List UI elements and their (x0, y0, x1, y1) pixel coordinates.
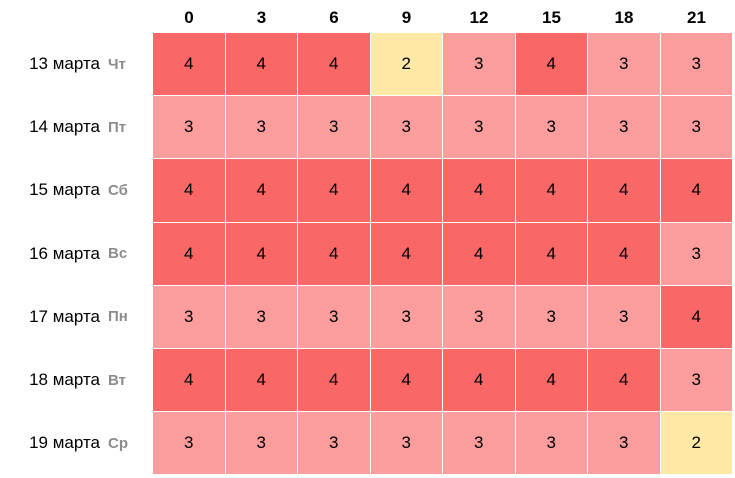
heatmap-cell: 4 (515, 349, 587, 412)
heatmap-cell: 4 (153, 159, 225, 222)
heatmap-cell: 4 (443, 349, 515, 412)
heatmap-cell: 3 (515, 285, 587, 348)
heatmap-cell: 4 (588, 222, 660, 285)
heatmap-cell: 3 (443, 33, 515, 96)
column-header-12: 12 (469, 8, 489, 27)
row-weekday: Пн (108, 308, 128, 326)
heatmap-cell: 4 (370, 159, 442, 222)
heatmap-cell: 4 (298, 33, 370, 96)
column-header-15: 15 (542, 8, 561, 27)
heatmap-cell: 4 (660, 159, 732, 222)
heatmap-cell: 3 (298, 96, 370, 159)
heatmap-cell: 3 (443, 412, 515, 475)
row-weekday: Пт (108, 118, 127, 136)
heatmap-cell: 3 (370, 412, 442, 475)
heatmap-cell: 3 (298, 412, 370, 475)
heatmap-cell: 3 (515, 96, 587, 159)
heatmap-cell: 4 (225, 159, 297, 222)
heatmap-cell: 3 (660, 33, 732, 96)
heatmap-cell: 3 (370, 96, 442, 159)
row-weekday: Вс (108, 245, 128, 263)
column-header-6: 6 (329, 8, 339, 27)
heatmap-cell: 3 (588, 285, 660, 348)
column-header-9: 9 (401, 8, 412, 27)
heatmap-cell: 3 (660, 222, 732, 285)
heatmap-cell: 3 (443, 96, 515, 159)
heatmap-cell: 4 (298, 349, 370, 412)
heatmap-cell: 4 (225, 222, 297, 285)
heatmap-cell: 3 (515, 412, 587, 475)
row-label: 18 марта Вт (0, 349, 150, 411)
row-label: 13 марта Чт (0, 33, 150, 95)
row-date: 14 марта (29, 117, 100, 137)
row-date: 18 марта (29, 370, 100, 389)
row-date: 16 марта (29, 243, 100, 263)
heatmap-cell: 4 (225, 349, 297, 412)
heatmap-cell: 4 (588, 159, 660, 222)
row-label: 19 марта Ср (0, 412, 150, 474)
heatmap-cell: 3 (225, 412, 297, 475)
row-weekday: Сб (108, 181, 128, 199)
heatmap-cell: 4 (515, 159, 587, 222)
heatmap-cell: 4 (153, 349, 225, 412)
heatmap-cell: 4 (515, 33, 587, 96)
row-label: 16 марта Вс (0, 223, 150, 285)
heatmap-cell: 3 (588, 412, 660, 475)
column-header-18: 18 (614, 8, 634, 27)
heatmap-cell: 4 (225, 33, 297, 96)
row-label: 14 марта Пт (0, 96, 150, 158)
heatmap-cell: 3 (153, 412, 225, 475)
heatmap-cell: 3 (298, 285, 370, 348)
row-date: 19 марта (29, 433, 100, 453)
heatmap-cell: 4 (153, 33, 225, 96)
row-label: 17 марта Пн (0, 286, 150, 348)
heatmap-cell: 4 (298, 222, 370, 285)
heatmap-cell: 3 (153, 285, 225, 348)
heatmap-cell: 3 (660, 349, 732, 412)
column-header-0: 0 (184, 8, 194, 27)
row-weekday: Вт (108, 371, 126, 389)
column-header-3: 3 (256, 8, 267, 27)
row-date: 17 марта (29, 306, 100, 326)
heatmap-cell: 4 (298, 159, 370, 222)
heatmap-cell: 3 (443, 285, 515, 348)
heatmap-cell: 2 (660, 412, 732, 475)
heatmap-cell: 3 (225, 285, 297, 348)
heatmap-cell: 4 (370, 349, 442, 412)
row-weekday: Ср (108, 434, 128, 452)
heatmap-cell: 4 (588, 349, 660, 412)
heatmap-cell: 3 (588, 96, 660, 159)
column-header-21: 21 (687, 8, 706, 27)
heatmap-cell: 4 (515, 222, 587, 285)
row-date: 15 марта (29, 180, 100, 200)
heatmap-cell: 3 (660, 96, 732, 159)
row-date: 13 марта (29, 54, 100, 73)
heatmap-cell: 4 (370, 222, 442, 285)
heatmap-cell: 3 (370, 285, 442, 348)
heatmap-cell: 3 (153, 96, 225, 159)
heatmap-cell: 4 (153, 222, 225, 285)
heatmap-cell: 4 (660, 285, 732, 348)
heatmap-cell: 3 (225, 96, 297, 159)
heatmap-cell: 3 (588, 33, 660, 96)
row-label: 15 марта Сб (0, 159, 150, 221)
row-weekday: Чт (108, 55, 126, 73)
heatmap-cell: 4 (443, 159, 515, 222)
heatmap-cell: 2 (370, 33, 442, 96)
heatmap-cell: 4 (443, 222, 515, 285)
